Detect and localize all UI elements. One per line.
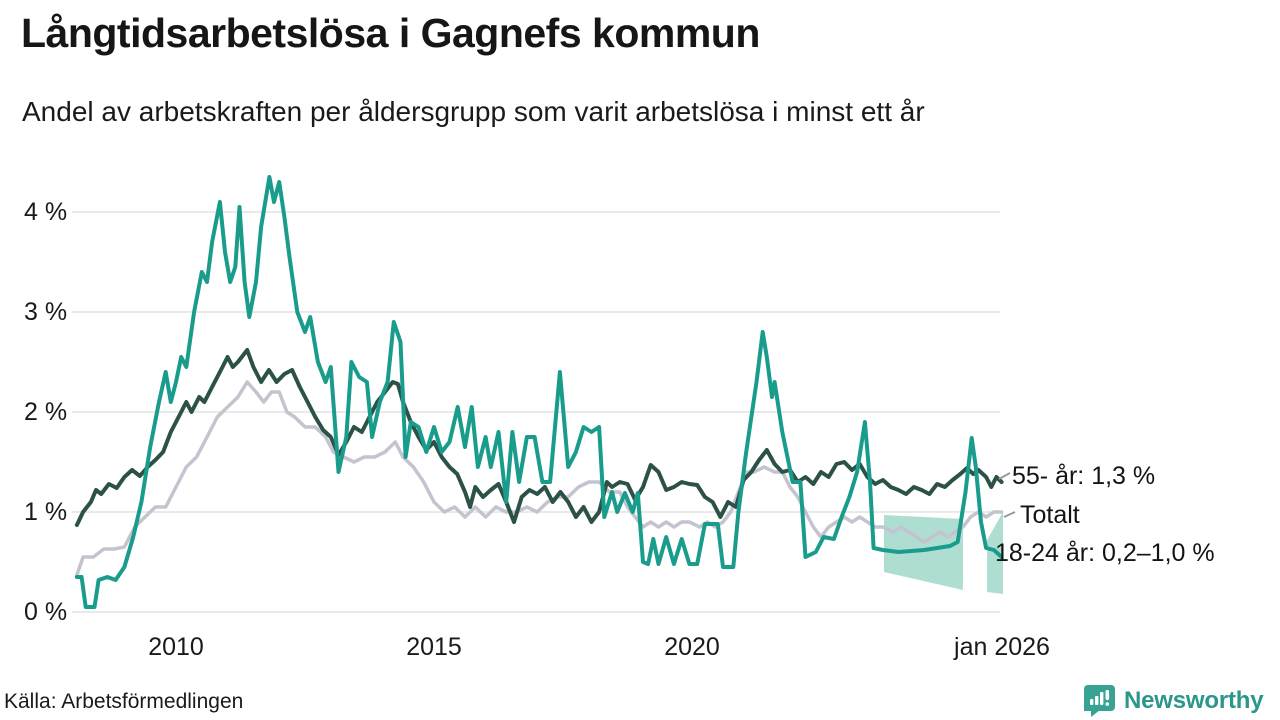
- series-line-55-r: [74, 348, 1004, 527]
- page-title: Långtidsarbetslösa i Gagnefs kommun: [21, 10, 760, 56]
- x-axis-tick-label: 2010: [148, 633, 204, 661]
- label-tick: [998, 472, 1011, 480]
- series-line-totalt: [75, 380, 1004, 577]
- label-tick: [1003, 511, 1016, 518]
- newsworthy-bubble-icon: [1084, 685, 1115, 717]
- y-axis-tick-label: 1 %: [24, 498, 68, 526]
- x-axis-tick-label: jan 2026: [954, 633, 1050, 661]
- series-line-18-24-r: [74, 175, 1004, 609]
- x-axis-tick-label: 2015: [406, 633, 462, 661]
- y-axis-tick-label: 3 %: [24, 298, 68, 326]
- series-label-55-ar: 55- år: 1,3 %: [1012, 462, 1156, 490]
- chart-subtitle: Andel av arbetskraften per åldersgrupp s…: [22, 96, 925, 127]
- source-note: Källa: Arbetsförmedlingen: [4, 690, 244, 713]
- newsworthy-logo[interactable]: Newsworthy: [1084, 684, 1264, 718]
- y-axis-tick-label: 4 %: [24, 198, 68, 226]
- series-label-18-24-ar: 18-24 år: 0,2–1,0 %: [995, 539, 1215, 567]
- y-axis-tick-label: 0 %: [24, 598, 68, 626]
- newsworthy-wordmark: Newsworthy: [1124, 687, 1264, 714]
- y-axis-tick-label: 2 %: [24, 398, 68, 426]
- x-axis-tick-label: 2020: [664, 633, 720, 661]
- series-label-totalt: Totalt: [1020, 501, 1080, 529]
